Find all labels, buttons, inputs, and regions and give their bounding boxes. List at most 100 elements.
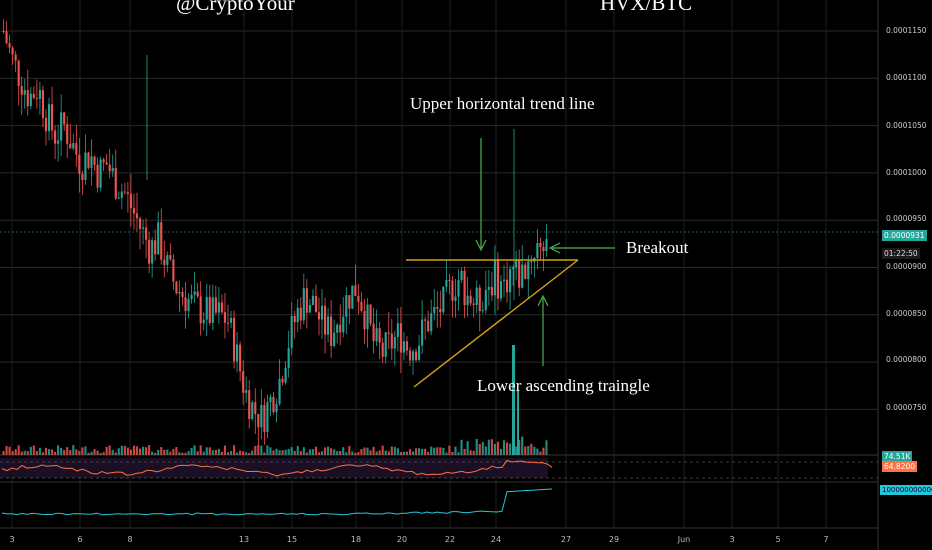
candle-body [472, 303, 475, 305]
volume-bar [245, 452, 248, 455]
candle-body [272, 396, 275, 413]
volume-bar [187, 451, 190, 455]
volume-bar [138, 448, 142, 455]
bar-countdown: 01:22:50 [882, 248, 920, 259]
volume-bar [387, 451, 390, 455]
candle-body [357, 295, 360, 302]
candle-body [193, 291, 196, 295]
current-price-tag: 0.0000931 [882, 230, 927, 241]
volume-bar [263, 452, 266, 455]
volume-bar [351, 451, 354, 455]
candle-body [93, 156, 96, 165]
candle-body [287, 347, 290, 368]
candle-body [157, 222, 160, 255]
candle-body [26, 90, 29, 107]
candle-body [145, 227, 148, 240]
candle-body [20, 86, 23, 95]
candle-body [205, 296, 208, 320]
candle-body [84, 152, 87, 181]
trend-drawings[interactable] [406, 138, 615, 388]
lower-ascending-trendline [413, 259, 579, 388]
candle-body [524, 264, 527, 280]
volume-bar [317, 452, 321, 455]
volume-bar [54, 451, 57, 455]
volume-bar [496, 441, 500, 455]
volume-bar [539, 451, 542, 455]
volume-spike [517, 390, 519, 455]
candle-body [469, 295, 472, 304]
volume-bar [487, 439, 490, 455]
candle-body [87, 152, 90, 168]
volume-bar [418, 448, 421, 455]
candle-body [50, 104, 54, 131]
candle-body [239, 344, 242, 372]
candle-body [102, 159, 105, 163]
volume-bar [290, 447, 293, 455]
volume-bar [78, 450, 81, 455]
volume-bar [111, 450, 114, 455]
candle-body [226, 322, 230, 324]
volume-bar [366, 447, 369, 455]
annotation-upper-line: Upper horizontal trend line [410, 94, 595, 113]
volume-bar [284, 449, 287, 455]
volume-bar [536, 448, 539, 455]
candle-body [296, 307, 299, 323]
time-tick: 7 [823, 535, 829, 544]
candle-body [427, 320, 430, 332]
volume-bar [41, 452, 45, 455]
candle-body [269, 396, 272, 403]
volume-bar [75, 449, 78, 455]
candle-body [263, 404, 266, 432]
candle-body [509, 269, 512, 293]
candle-body [493, 259, 496, 296]
candle-body [430, 313, 433, 332]
volume-bar [157, 449, 160, 455]
volume-bar [11, 451, 14, 455]
candle-body [242, 371, 245, 393]
volume-bar [509, 443, 512, 455]
candle-body [172, 259, 175, 282]
volume-bar [117, 448, 120, 455]
volume-bar [96, 450, 99, 455]
time-tick: 29 [608, 535, 620, 544]
candle-body [387, 332, 390, 334]
volume-bar [278, 450, 281, 455]
volume-bar [223, 445, 227, 455]
candle-body [317, 312, 321, 320]
volume-bar [448, 445, 451, 455]
volume-bar [542, 447, 545, 455]
candle-body [223, 312, 227, 323]
candle-body [436, 306, 439, 309]
chart-grid [0, 0, 879, 550]
volume-bar [372, 446, 375, 455]
time-tick: 5 [775, 535, 781, 544]
volume-spike [512, 345, 515, 455]
volume-bar [172, 448, 175, 455]
volume-bar [345, 452, 348, 455]
candle-body [281, 378, 284, 383]
volume-bar [333, 449, 336, 455]
candle-body [348, 295, 351, 309]
candle-body [342, 316, 345, 333]
candle-body [236, 344, 239, 362]
volume-bar [184, 452, 187, 455]
volume-bar [126, 447, 129, 455]
volume-bar [378, 450, 381, 455]
volume-bar [502, 440, 506, 455]
arrow-left-head [548, 242, 561, 254]
candle-body [41, 90, 45, 118]
time-tick: 22 [444, 535, 456, 544]
volume-bar [439, 447, 442, 455]
volume-bar [369, 450, 372, 455]
candle-body [99, 159, 102, 188]
candle-body [418, 345, 421, 361]
candle-body [60, 112, 63, 141]
candle-body [339, 324, 342, 333]
candle-body [220, 302, 223, 313]
candle-body [208, 296, 211, 323]
volume-bar [151, 451, 154, 455]
volume-bar [69, 450, 72, 455]
volume-bar [32, 445, 35, 455]
candle-body [384, 332, 387, 357]
